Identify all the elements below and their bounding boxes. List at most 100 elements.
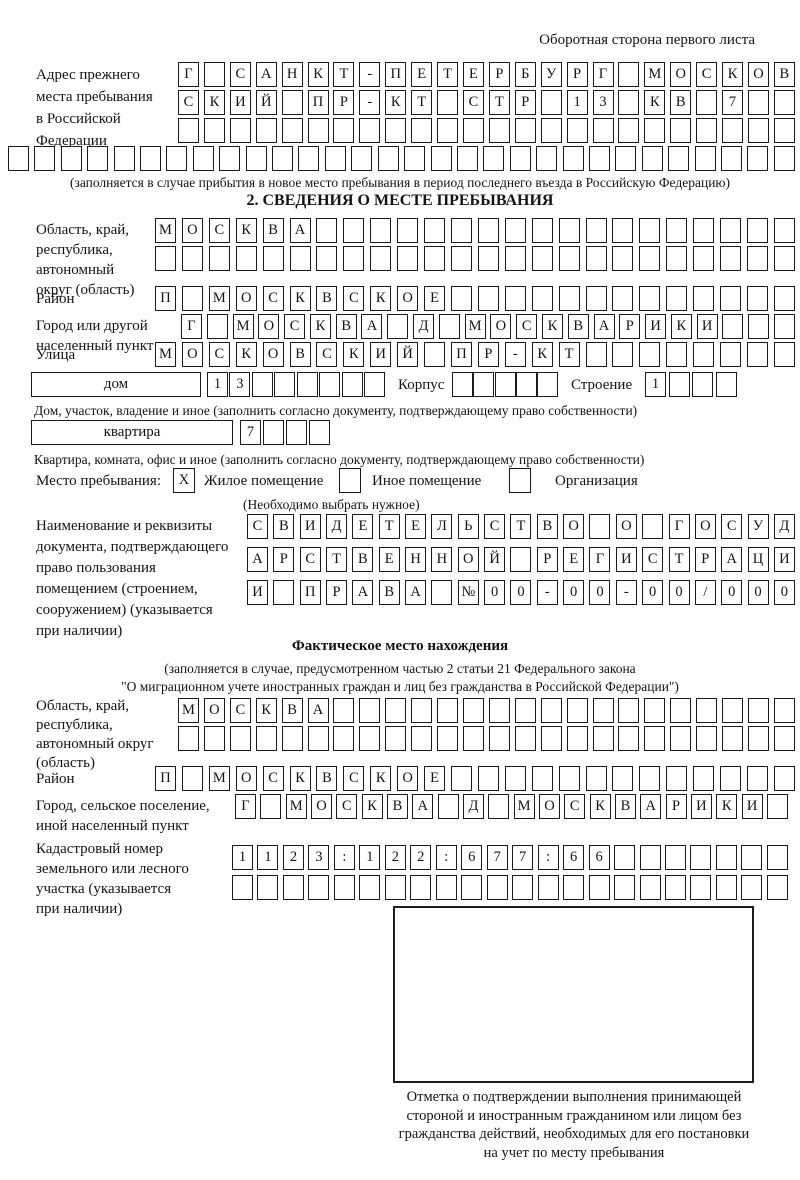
char-cell: Т — [558, 342, 580, 367]
char-cell: И — [299, 514, 321, 539]
char-cell — [477, 766, 499, 791]
char-cell: Р — [477, 342, 499, 367]
char-cell — [693, 766, 715, 791]
char-cell: П — [385, 62, 407, 87]
char-cell: О — [262, 342, 284, 367]
char-cell — [235, 246, 257, 271]
char-cell: 2 — [384, 845, 406, 870]
char-cell — [773, 90, 795, 115]
char-cell: П — [307, 90, 329, 115]
char-cell: М — [285, 794, 307, 819]
char-cell: 0 — [721, 580, 743, 605]
char-cell — [720, 246, 742, 271]
char-cell: В — [614, 794, 636, 819]
char-cell: 1 — [645, 372, 666, 397]
char-cell: А — [307, 698, 329, 723]
char-cell — [504, 218, 526, 243]
char-cell — [641, 146, 663, 171]
char-cell — [618, 698, 640, 723]
char-cell — [614, 845, 636, 870]
char-cell: : — [537, 845, 559, 870]
char-cell: П — [155, 286, 176, 311]
char-cell: И — [370, 342, 392, 367]
char-cell — [614, 875, 636, 900]
char-cell — [316, 218, 338, 243]
char-cell — [747, 146, 769, 171]
char-cell — [377, 146, 399, 171]
char-cell: - — [359, 62, 381, 87]
char-cell: Р — [326, 580, 348, 605]
char-cell — [666, 246, 688, 271]
char-cell — [615, 146, 637, 171]
char-cell: 3 — [229, 372, 251, 397]
char-cell: Т — [333, 62, 355, 87]
char-cell: В — [352, 547, 374, 572]
char-cell — [255, 726, 277, 751]
char-cell — [715, 845, 737, 870]
char-cell: С — [343, 766, 365, 791]
char-cell — [450, 218, 472, 243]
char-cell: О — [310, 794, 332, 819]
actual-location-note-line: "О миграционном учете иностранных гражда… — [121, 679, 679, 694]
char-cell: 6 — [563, 845, 585, 870]
char-cell — [644, 118, 666, 143]
char-cell — [281, 118, 303, 143]
char-cell — [113, 146, 135, 171]
char-cell — [462, 726, 484, 751]
char-cell: Т — [488, 90, 510, 115]
char-cell: О — [615, 514, 637, 539]
char-cell — [746, 342, 768, 367]
char-cell: М — [178, 698, 199, 723]
char-cell — [773, 766, 795, 791]
char-cell — [642, 514, 664, 539]
char-cell — [746, 766, 768, 791]
char-cell — [664, 845, 686, 870]
char-cell — [639, 246, 661, 271]
char-cell: К — [670, 314, 692, 339]
char-cell: У — [540, 62, 562, 87]
char-cell — [343, 218, 365, 243]
char-cell: О — [235, 766, 257, 791]
char-cell — [87, 146, 109, 171]
char-cell — [766, 875, 788, 900]
char-cell — [34, 146, 56, 171]
city-label: Город или другой населенный пункт — [36, 316, 153, 356]
char-cell: К — [255, 698, 277, 723]
char-cell: : — [333, 845, 355, 870]
char-cell: В — [281, 698, 303, 723]
prev-address-label-line: Адрес прежнего — [36, 67, 140, 83]
char-cell: С — [336, 794, 358, 819]
char-cell — [410, 875, 432, 900]
char-cell: И — [645, 314, 667, 339]
region-label: Область, край, республика, автономный ок… — [36, 220, 134, 300]
char-cell — [668, 372, 690, 397]
char-cell — [664, 875, 686, 900]
prev-address-note: (заполняется в случае прибытия в новое м… — [69, 175, 731, 190]
char-cell — [670, 118, 692, 143]
char-cell — [359, 726, 381, 751]
char-cell: Й — [255, 90, 277, 115]
char-cell: - — [504, 342, 526, 367]
char-cell: Т — [510, 514, 532, 539]
char-cell: И — [741, 794, 763, 819]
char-cell — [333, 698, 355, 723]
char-cell: В — [289, 342, 311, 367]
actual-region-label-line: республика, — [36, 717, 113, 733]
cadastre-row-2 — [232, 875, 788, 900]
char-cell — [262, 246, 284, 271]
char-cell — [720, 218, 742, 243]
char-cell — [437, 726, 459, 751]
char-cell — [462, 118, 484, 143]
char-cell: 1 — [566, 90, 588, 115]
actual-region-label-line: (область) — [36, 755, 95, 771]
char-cell: 7 — [486, 845, 508, 870]
char-cell — [773, 342, 795, 367]
char-cell — [562, 146, 584, 171]
char-cell — [720, 286, 742, 311]
char-cell — [435, 875, 457, 900]
actual-city-label-line: Город, сельское поселение, — [36, 798, 210, 814]
char-cell: А — [352, 580, 374, 605]
char-cell: Р — [333, 90, 355, 115]
char-cell: М — [232, 314, 254, 339]
char-cell — [515, 372, 537, 397]
